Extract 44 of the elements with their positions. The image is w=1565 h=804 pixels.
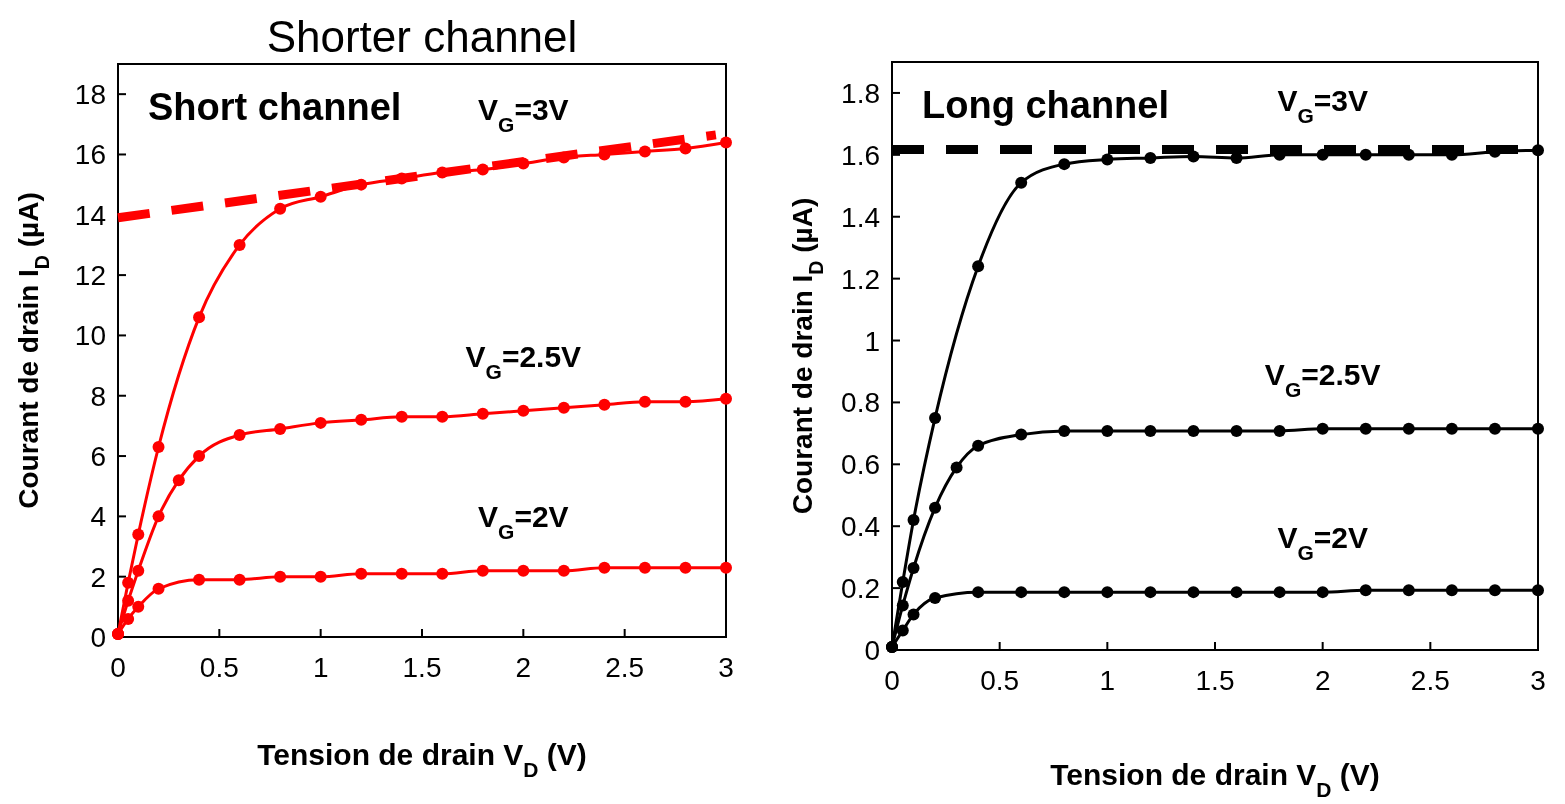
y-tick-label: 0.4 — [841, 511, 880, 543]
chart-title: Shorter channel — [266, 12, 578, 61]
annotation: Short channel — [148, 86, 402, 128]
y-tick-label: 16 — [74, 139, 106, 171]
y-tick-label: 1.6 — [841, 139, 880, 171]
x-tick-label: 1 — [1099, 665, 1116, 696]
x-tick-label: 2 — [515, 652, 532, 683]
x-tick-label: 2.5 — [605, 652, 645, 683]
x-tick-label: 2.5 — [1410, 665, 1450, 696]
y-tick-label: 8 — [90, 380, 106, 412]
annotation: Long channel — [922, 84, 1169, 126]
y-tick-label: 14 — [74, 199, 106, 231]
series-label: V$_{G}$=2.5V — [465, 339, 582, 383]
y-tick-label: 0 — [90, 622, 106, 653]
series-label: V$_{G}$=2V — [1277, 521, 1368, 564]
y-tick-label: 10 — [74, 320, 106, 352]
series-label: V$_{G}$=3V — [1277, 83, 1368, 127]
y-tick-label: 1 — [864, 325, 880, 357]
y-tick-label: 0.2 — [841, 573, 880, 605]
x-axis-title: Tension de drain V$_{D}$ (V) — [257, 738, 587, 781]
y-tick-label: 18 — [74, 79, 106, 111]
x-tick-label: 0.5 — [980, 665, 1020, 696]
y-tick-label: 1.2 — [841, 263, 880, 295]
x-axis-title: Tension de drain V$_{D}$ (V) — [1050, 758, 1380, 801]
y-tick-label: 1.8 — [841, 77, 880, 109]
x-tick-label: 2 — [1314, 665, 1331, 696]
x-tick-label: 0 — [884, 665, 900, 696]
y-tick-label: 12 — [74, 260, 106, 292]
x-tick-label: 1.5 — [402, 652, 442, 683]
x-tick-label: 1.5 — [1195, 665, 1235, 696]
series-label: V$_{G}$=2V — [478, 499, 569, 543]
y-tick-label: 0.6 — [841, 449, 880, 481]
y-tick-label: 1.4 — [841, 201, 880, 233]
y-tick-label: 6 — [90, 441, 106, 473]
x-tick-label: 3 — [718, 652, 734, 683]
x-tick-label: 0.5 — [199, 652, 239, 683]
x-tick-label: 0 — [110, 652, 126, 683]
x-tick-label: 1 — [312, 652, 329, 683]
series-label: V$_{G}$=2.5V — [1264, 357, 1381, 401]
x-tick-label: 3 — [1530, 665, 1546, 696]
y-tick-label: 4 — [90, 501, 106, 533]
series-label: V$_{G}$=3V — [478, 92, 569, 136]
y-tick-label: 0.8 — [841, 387, 880, 419]
y-tick-label: 2 — [90, 561, 106, 593]
